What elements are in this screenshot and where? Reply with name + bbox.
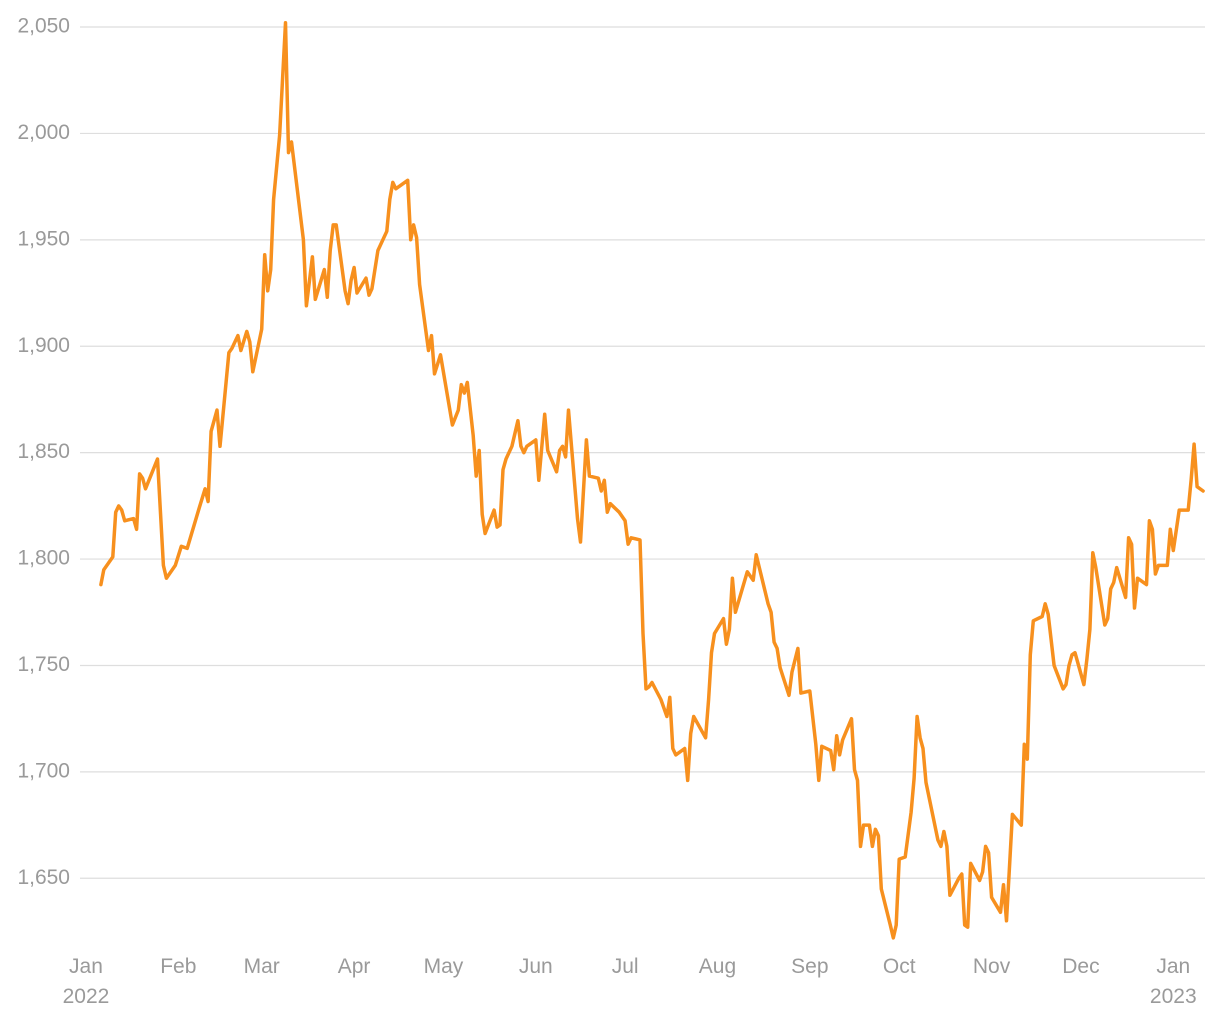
price-line — [99, 21, 1205, 940]
x-tick-label-line: Sep — [791, 955, 828, 978]
y-tick-label: 1,950 — [17, 227, 70, 250]
x-tick-label: Sep — [791, 955, 828, 978]
x-tick-label-line: Feb — [160, 955, 196, 978]
x-tick-label: Aug — [699, 955, 736, 978]
x-tick-label: Dec — [1062, 955, 1099, 978]
x-tick-label-line: 2022 — [63, 985, 110, 1008]
x-tick-label-line: 2023 — [1150, 985, 1197, 1008]
x-tick-label-line: Jul — [612, 955, 639, 978]
x-tick-label: Feb — [160, 955, 196, 978]
y-tick-label: 2,000 — [17, 121, 70, 144]
x-tick-label-line: Aug — [699, 955, 736, 978]
y-tick-label: 1,700 — [17, 759, 70, 782]
x-tick-label-line: Mar — [244, 955, 280, 978]
x-tick-label: Jun — [519, 955, 553, 978]
y-tick-label: 1,900 — [17, 334, 70, 357]
y-tick-label: 1,650 — [17, 866, 70, 889]
x-tick-label: Jan 2022 — [63, 955, 110, 1008]
y-tick-label: 2,050 — [17, 15, 70, 38]
x-tick-label: Nov — [973, 955, 1011, 978]
x-tick-label-line: Jan — [1156, 955, 1190, 978]
x-tick-label: Jan 2023 — [1150, 955, 1197, 1008]
x-tick-label-line: Apr — [338, 955, 371, 978]
y-tick-label: 1,800 — [17, 547, 70, 570]
x-tick-label: May — [424, 955, 464, 978]
x-tick-label-line: May — [424, 955, 464, 978]
x-tick-label: Apr — [338, 955, 371, 978]
x-tick-label-line: Oct — [883, 955, 916, 978]
y-tick-label: 1,850 — [17, 440, 70, 463]
x-tick-label-line: Jun — [519, 955, 553, 978]
x-tick-label: Oct — [883, 955, 916, 978]
x-tick-label-line: Dec — [1062, 955, 1099, 978]
x-tick-label: Jul — [612, 955, 639, 978]
x-tick-label: Mar — [244, 955, 280, 978]
x-tick-label-line: Nov — [973, 955, 1011, 978]
x-tick-label-line: Jan — [69, 955, 103, 978]
y-tick-label: 1,750 — [17, 653, 70, 676]
